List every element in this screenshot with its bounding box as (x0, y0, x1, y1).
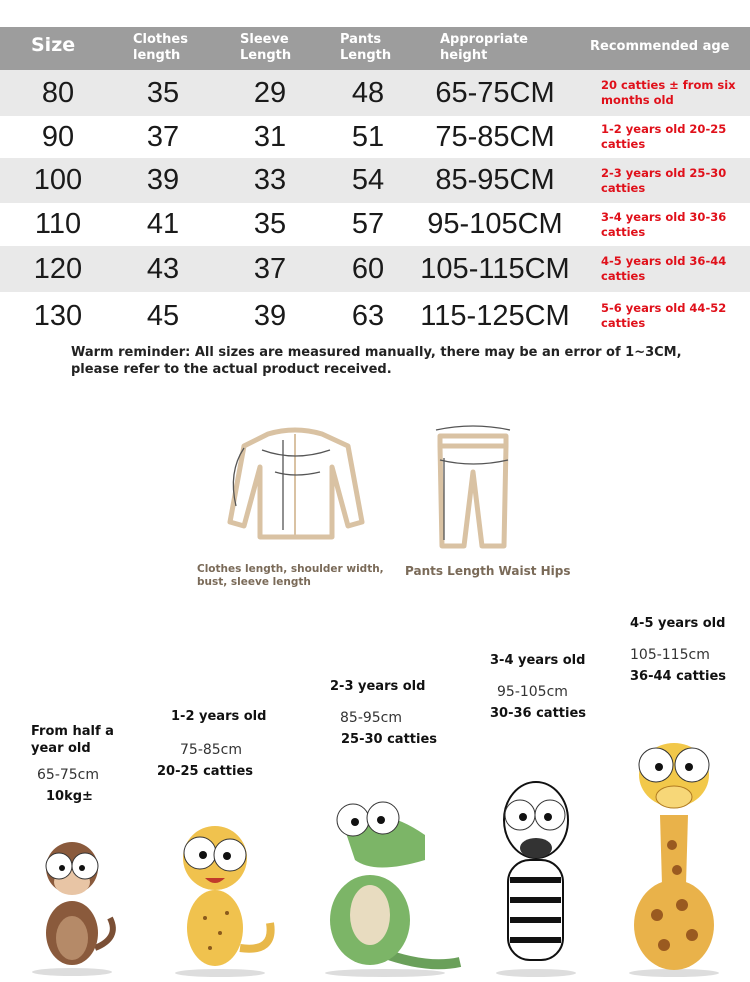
pants-diagram-icon (435, 425, 511, 549)
cell-size: 90 (41, 120, 75, 153)
age-group-3: 2-3 years old 85-95cm 25-30 catties (330, 678, 440, 747)
cell-pants: 57 (351, 208, 385, 240)
age-group-5: 4-5 years old 105-115cm 36-44 catties (630, 615, 740, 684)
cell-pants: 60 (351, 252, 385, 285)
cell-size: 130 (33, 299, 83, 332)
crocodile-icon (325, 801, 462, 977)
cell-clothes: 35 (146, 76, 180, 109)
leopard-icon (175, 826, 275, 977)
cell-sleeve: 35 (253, 208, 287, 240)
header-pants-length: Pants Length (340, 32, 392, 63)
cell-pants: 51 (351, 120, 385, 153)
cell-height: 65-75CM (435, 76, 555, 109)
cell-clothes: 45 (146, 299, 180, 332)
group-age: 4-5 years old (630, 616, 726, 631)
group-height: 95-105cm (497, 684, 568, 700)
cell-sleeve: 31 (253, 120, 287, 153)
cell-pants: 54 (351, 164, 385, 196)
monkey-icon (32, 842, 116, 976)
header-height: Appropriate height (440, 32, 528, 63)
cell-size: 80 (41, 76, 75, 109)
group-height: 85-95cm (340, 710, 403, 726)
age-group-4: 3-4 years old 95-105cm 30-36 catties (490, 652, 600, 721)
cell-age: 4-5 years old 36-44 catties (601, 254, 727, 283)
table-row: 100 39 33 54 85-95CM 2-3 years old 25-30 catt… (0, 158, 750, 203)
cell-clothes: 43 (146, 252, 180, 285)
table-header: Size Clothes length Sleeve Length Pants … (0, 27, 750, 70)
giraffe-icon (629, 743, 719, 977)
cell-clothes: 39 (146, 164, 180, 196)
cell-age: 5-6 years old 44-52 catties (601, 301, 727, 330)
cell-age: 1-2 years old 20-25 catties (601, 122, 727, 151)
group-weight: 10kg± (46, 789, 93, 804)
table-row: 80 35 29 48 65-75CM 20 catties ± from six mon… (0, 70, 750, 116)
header-sleeve-length: Sleeve Length (240, 32, 292, 63)
group-weight: 36-44 catties (630, 669, 727, 684)
cell-age: 20 catties ± from six months old (601, 78, 736, 107)
age-group-1: From half a year old 65-75cm 10kg± (31, 723, 121, 804)
group-age: From half a year old (31, 724, 114, 756)
cell-size: 110 (34, 208, 82, 240)
cell-pants: 48 (351, 76, 385, 109)
cell-height: 95-105CM (427, 208, 563, 240)
cell-sleeve: 33 (253, 164, 287, 196)
cell-clothes: 41 (146, 208, 180, 240)
age-group-2: 1-2 years old 75-85cm 20-25 catties (157, 708, 267, 779)
shirt-caption: Clothes length, shoulder width, bust, sl… (197, 563, 384, 588)
header-size: Size (31, 34, 76, 56)
cell-height: 75-85CM (435, 120, 555, 153)
group-age: 1-2 years old (171, 709, 267, 724)
group-age: 2-3 years old (330, 679, 426, 694)
table-row: 90 37 31 51 75-85CM 1-2 years old 20-25 catti… (0, 116, 750, 158)
table-row: 120 43 37 60 105-115CM 4-5 years old 36-44 ca… (0, 246, 750, 292)
cell-age: 3-4 years old 30-36 catties (601, 209, 727, 239)
group-height: 75-85cm (180, 742, 243, 758)
cell-pants: 63 (351, 299, 385, 332)
pants-caption: Pants Length Waist Hips (405, 564, 571, 578)
group-height: 65-75cm (37, 767, 100, 783)
cell-height: 105-115CM (420, 252, 570, 285)
cell-height: 115-125CM (420, 299, 570, 332)
cell-sleeve: 29 (253, 76, 287, 109)
cell-height: 85-95CM (435, 164, 555, 196)
cell-age: 2-3 years old 25-30 catties (601, 165, 727, 195)
group-height: 105-115cm (630, 647, 710, 663)
cell-clothes: 37 (146, 120, 180, 153)
group-weight: 30-36 catties (490, 706, 587, 721)
cell-sleeve: 37 (253, 252, 287, 285)
table-row: 130 45 39 63 115-125CM 5-6 years old 44-52 ca… (0, 292, 750, 340)
header-age: Recommended age (590, 39, 730, 54)
group-weight: 25-30 catties (341, 732, 438, 747)
zebra-icon (496, 781, 576, 977)
shirt-diagram-icon (227, 427, 365, 540)
group-weight: 20-25 catties (157, 764, 254, 779)
cell-size: 120 (33, 252, 83, 285)
cell-sleeve: 39 (253, 299, 287, 332)
table-row: 110 41 35 57 95-105CM 3-4 years old 30-36 cat… (0, 203, 750, 246)
cell-size: 100 (33, 164, 83, 196)
header-clothes-length: Clothes length (133, 32, 188, 63)
warm-reminder: Warm reminder: All sizes are measured ma… (71, 345, 682, 377)
group-age: 3-4 years old (490, 653, 586, 668)
